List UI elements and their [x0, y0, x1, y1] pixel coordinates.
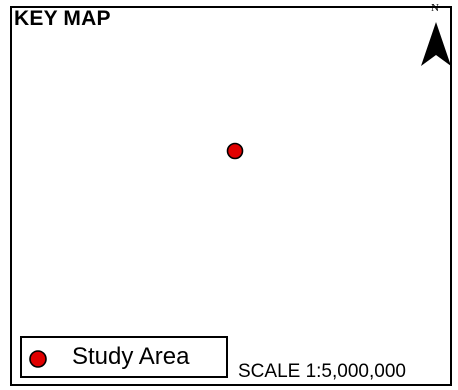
legend-study-area-label: Study Area: [72, 343, 190, 370]
legend: Study Area: [20, 336, 228, 378]
scale-label: SCALE 1:5,000,000: [238, 361, 406, 382]
key-map-frame: [10, 6, 452, 386]
north-label: N: [431, 2, 439, 14]
north-arrow-icon: [421, 22, 451, 66]
study-area-point-icon: [226, 142, 244, 160]
legend-study-area-icon: [29, 350, 47, 368]
map-title: KEY MAP: [14, 7, 111, 30]
